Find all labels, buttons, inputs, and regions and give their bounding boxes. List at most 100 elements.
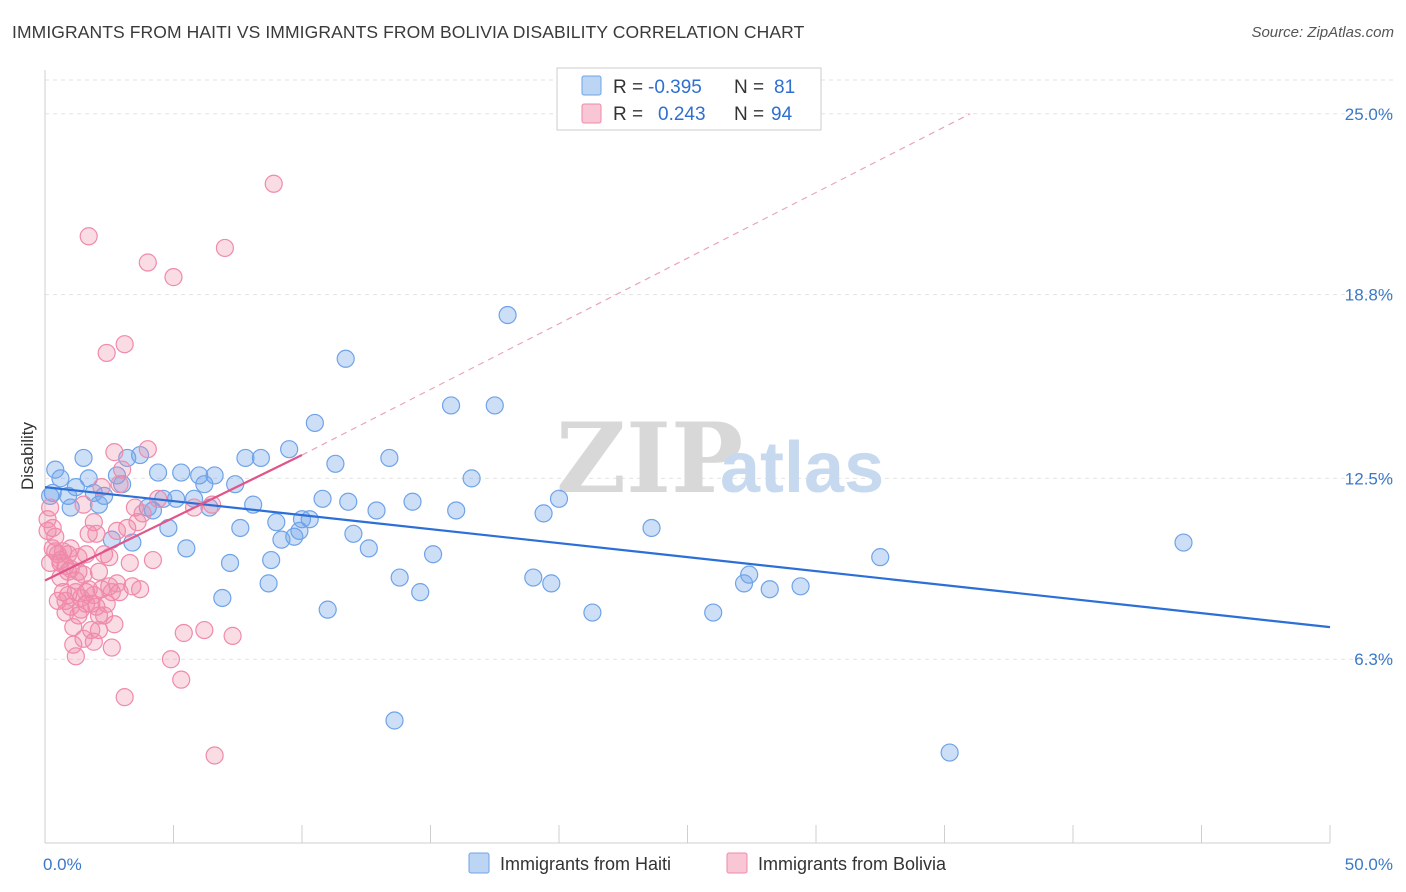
haiti-point — [583, 603, 602, 622]
haiti-point — [344, 524, 363, 543]
bolivia-point — [105, 443, 124, 462]
bolivia-point — [115, 335, 134, 354]
haiti-point — [313, 489, 332, 508]
haiti-point — [326, 454, 345, 473]
y-tick-label: 12.5% — [1345, 469, 1393, 488]
bolivia-point — [102, 638, 121, 657]
haiti-point — [259, 574, 278, 593]
bolivia-point — [107, 521, 127, 540]
bolivia-point — [79, 524, 98, 543]
bolivia-point — [74, 565, 93, 584]
chart-title: IMMIGRANTS FROM HAITI VS IMMIGRANTS FROM… — [12, 22, 805, 42]
haiti-point — [280, 440, 299, 459]
haiti-point — [524, 568, 543, 587]
bolivia-point — [107, 574, 127, 593]
haiti-point — [318, 600, 337, 619]
haiti-point — [403, 492, 422, 511]
haiti-point — [441, 396, 461, 415]
haiti-point — [940, 743, 959, 762]
haiti-point — [190, 466, 209, 485]
haiti-point — [267, 513, 286, 532]
haiti-point — [542, 574, 561, 593]
bolivia-point — [41, 498, 60, 517]
bolivia-point — [223, 626, 242, 645]
bottom-legend-swatch-haiti — [468, 852, 490, 874]
bolivia-point — [130, 580, 150, 599]
haiti-point — [498, 305, 517, 325]
bolivia-point — [92, 478, 111, 497]
bolivia-point — [82, 620, 101, 640]
bolivia-point — [264, 174, 283, 193]
bolivia-point — [118, 518, 137, 538]
haiti-point — [290, 521, 309, 540]
data-points — [38, 174, 1193, 765]
y-tick-label: 25.0% — [1345, 105, 1393, 124]
haiti-point — [1174, 533, 1193, 552]
bolivia-point — [71, 600, 91, 619]
series-legend: Immigrants from Haiti Immigrants from Bo… — [468, 852, 947, 874]
haiti-point — [760, 580, 779, 599]
bolivia-point — [195, 620, 214, 640]
bolivia-point — [66, 647, 85, 666]
legend-n-label-haiti: N = — [734, 77, 764, 98]
bolivia-point — [84, 513, 103, 532]
haiti-point — [143, 501, 163, 520]
haiti-point — [359, 539, 378, 558]
bolivia-point — [138, 253, 157, 272]
bottom-legend-swatch-bolivia — [726, 852, 748, 874]
haiti-point — [642, 518, 661, 538]
x-tick-label: 50.0% — [1345, 855, 1393, 874]
haiti-point — [285, 527, 304, 546]
haiti-point — [734, 574, 754, 593]
bolivia-point — [97, 343, 116, 363]
bolivia-point — [102, 583, 121, 602]
haiti-point — [220, 553, 240, 573]
bolivia-trend-line — [44, 454, 303, 582]
bottom-legend-label-haiti: Immigrants from Haiti — [500, 854, 671, 874]
haiti-point — [236, 448, 255, 468]
haiti-point — [740, 565, 759, 584]
haiti-point — [871, 548, 890, 567]
stats-legend: R = -0.395 N = 81 R = 0.243 N = 94 — [556, 67, 822, 131]
haiti-point — [423, 545, 443, 564]
haiti-point — [89, 495, 109, 514]
bolivia-point — [174, 623, 193, 643]
legend-n-label-bolivia: N = — [734, 104, 764, 125]
watermark: ZIP atlas — [556, 402, 884, 515]
haiti-point — [305, 413, 324, 433]
bolivia-point — [115, 688, 134, 707]
haiti-point — [74, 448, 93, 468]
axes — [44, 70, 1331, 844]
source-label: Source: ZipAtlas.com — [1251, 24, 1394, 41]
bolivia-point — [89, 562, 109, 581]
bolivia-point — [74, 495, 93, 514]
bolivia-point — [64, 635, 83, 654]
legend-r-label-haiti: R = — [613, 77, 643, 98]
haiti-point — [447, 501, 466, 520]
haiti-point — [462, 469, 481, 488]
haiti-point — [231, 518, 250, 538]
watermark-zip: ZIP — [556, 402, 743, 515]
x-tick-label: 0.0% — [43, 855, 82, 874]
bolivia-point — [164, 268, 183, 287]
legend-swatch-haiti — [581, 75, 602, 96]
bolivia-point — [133, 504, 152, 523]
haiti-point — [148, 463, 168, 482]
bolivia-point — [46, 527, 65, 546]
bolivia-point — [120, 553, 139, 573]
haiti-point — [385, 711, 404, 730]
haiti-point — [534, 504, 553, 523]
haiti-point — [262, 550, 281, 570]
legend-r-value-bolivia: 0.243 — [658, 104, 706, 125]
haiti-point — [549, 489, 569, 508]
haiti-point — [367, 501, 386, 520]
bolivia-point — [56, 603, 75, 622]
haiti-point — [300, 510, 319, 529]
haiti-trend-line — [44, 486, 1331, 629]
haiti-point — [251, 448, 270, 468]
legend-r-value-haiti: -0.395 — [648, 77, 702, 98]
bolivia-point — [95, 606, 114, 625]
bolivia-point — [215, 238, 234, 258]
haiti-point — [172, 463, 191, 482]
